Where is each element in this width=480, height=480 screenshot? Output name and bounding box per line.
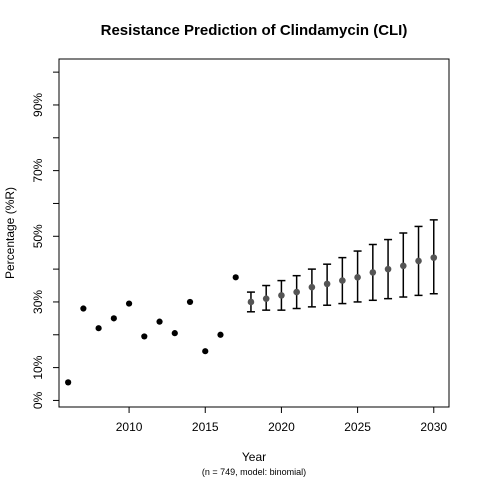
y-axis-label: Percentage (%R) [3, 187, 17, 279]
predicted-point [308, 283, 316, 291]
y-tick-label: 10% [31, 355, 45, 379]
x-axis-label: Year [242, 450, 266, 464]
y-tick-label: 0% [31, 391, 45, 409]
chart-title: Resistance Prediction of Clindamycin (CL… [101, 22, 408, 39]
predicted-point [354, 274, 361, 281]
predicted-point [430, 254, 438, 261]
plot-frame [58, 58, 450, 408]
x-tick-label: 2025 [344, 420, 371, 434]
y-tick-label: 50% [31, 224, 45, 248]
predicted-point [399, 262, 407, 270]
observed-point [232, 274, 239, 281]
x-tick-label: 2020 [268, 420, 295, 434]
predicted-point [278, 292, 285, 299]
observed-point [156, 318, 163, 325]
predicted-point [293, 288, 300, 296]
x-tick-label: 2030 [420, 420, 447, 434]
predicted-point [247, 298, 255, 306]
predicted-point [384, 265, 392, 273]
x-axis: 2010 2015 2020 2025 2030 [116, 407, 447, 434]
y-tick-label: 30% [31, 290, 45, 314]
x-tick-label: 2010 [116, 420, 143, 434]
observed-point [80, 305, 87, 312]
observed-point [125, 300, 133, 307]
observed-point [186, 298, 194, 306]
observed-point [110, 315, 117, 322]
predicted-series [246, 219, 438, 313]
observed-point [95, 325, 102, 332]
observed-point [217, 331, 224, 338]
predicted-point [339, 277, 346, 284]
y-tick-label: 90% [31, 93, 45, 117]
predicted-point [369, 269, 377, 276]
chart-subtitle: (n = 749, model: binomial) [202, 467, 306, 477]
observed-point [171, 330, 178, 337]
observed-point [141, 333, 148, 340]
observed-point [65, 379, 72, 386]
y-axis: 0% 10% 30% 50% 70% 90% [31, 71, 59, 409]
predicted-point [323, 280, 331, 288]
predicted-point [262, 295, 270, 302]
y-tick-label: 70% [31, 158, 45, 182]
observed-point [202, 348, 209, 355]
predicted-point [415, 257, 422, 265]
x-tick-label: 2015 [192, 420, 219, 434]
observed-series [65, 274, 239, 386]
